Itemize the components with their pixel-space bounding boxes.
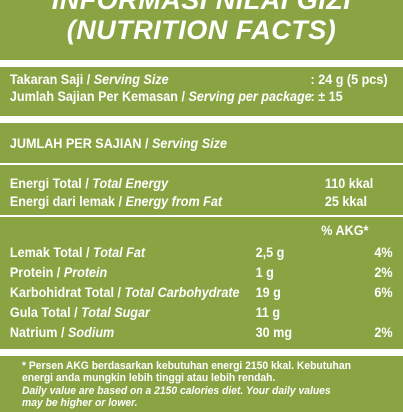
title-indonesian: INFORMASI NILAI GIZI: [51, 0, 352, 15]
nutrient-label: Protein / Protein: [9, 264, 108, 280]
nutrient-akg: 2%: [374, 324, 393, 340]
serving-size-label: Takaran Saji / Serving Size: [9, 71, 169, 87]
divider-per-serving: [0, 116, 403, 123]
akg-header: % AKG*: [321, 222, 369, 238]
footnote-line-4: may be higher or lower.: [22, 397, 138, 409]
nutrient-amount: 1 g: [255, 264, 274, 280]
energy-from-fat-value: 25 kkal: [324, 193, 367, 209]
serving-size-row: Takaran Saji / Serving Size : 24 g (5 pc…: [0, 71, 388, 88]
nutrient-row-protein: Protein / Protein 1 g 2%: [0, 264, 393, 281]
footnote-line-3: Daily value are based on a 2150 calories…: [22, 385, 331, 397]
nutrient-label: Natrium / Sodium: [9, 324, 115, 340]
nutrient-akg: 4%: [374, 244, 393, 260]
nutrient-amount: 30 mg: [255, 324, 293, 340]
servings-per-package-row: Jumlah Sajian Per Kemasan / Serving per …: [0, 88, 363, 105]
energy-value: 110 kkal: [324, 175, 374, 191]
nutrient-label: Gula Total / Total Sugar: [9, 304, 150, 320]
nutrient-amount: 19 g: [255, 284, 281, 300]
nutrient-amount: 2,5 g: [255, 244, 285, 260]
nutrient-row-sugar: Gula Total / Total Sugar 11 g: [0, 304, 363, 321]
footnote-line-2: energi anda mungkin lebih tinggi atau le…: [22, 372, 276, 384]
servings-per-package-label: Jumlah Sajian Per Kemasan / Serving per …: [9, 88, 312, 104]
serving-size-value: : 24 g (5 pcs): [310, 71, 388, 87]
footnote-line-1: * Persen AKG berdasarkan kebutuhan energ…: [22, 360, 351, 372]
energy-row: Energi Total / Total Energy 110 kkal: [0, 175, 373, 192]
divider-footnote: [0, 349, 403, 356]
nutrient-amount: 11 g: [255, 304, 281, 320]
divider-nutrients: [0, 215, 403, 217]
divider-energy: [0, 163, 403, 165]
nutrient-label: Lemak Total / Total Fat: [9, 244, 146, 260]
akg-header-row: % AKG*: [0, 222, 368, 239]
nutrient-label: Karbohidrat Total / Total Carbohydrate: [9, 284, 240, 300]
nutrient-akg: 2%: [374, 264, 393, 280]
energy-from-fat-label: Energi dari lemak / Energy from Fat: [9, 193, 223, 209]
nutrient-row-carbohydrate: Karbohidrat Total / Total Carbohydrate 1…: [0, 284, 393, 301]
energy-from-fat-row: Energi dari lemak / Energy from Fat 25 k…: [0, 193, 367, 210]
energy-label: Energi Total / Total Energy: [9, 175, 169, 191]
title-english: (NUTRITION FACTS): [66, 15, 337, 45]
nutrient-akg: 6%: [374, 284, 393, 300]
divider-top: [0, 60, 403, 67]
servings-per-package-value: : ± 15: [310, 88, 343, 104]
nutrient-row-sodium: Natrium / Sodium 30 mg 2%: [0, 324, 393, 341]
per-serving-label: JUMLAH PER SAJIAN / Serving Size: [9, 135, 227, 151]
per-serving-header: JUMLAH PER SAJIAN / Serving Size: [0, 135, 363, 152]
nutrient-row-fat: Lemak Total / Total Fat 2,5 g 4%: [0, 244, 393, 261]
